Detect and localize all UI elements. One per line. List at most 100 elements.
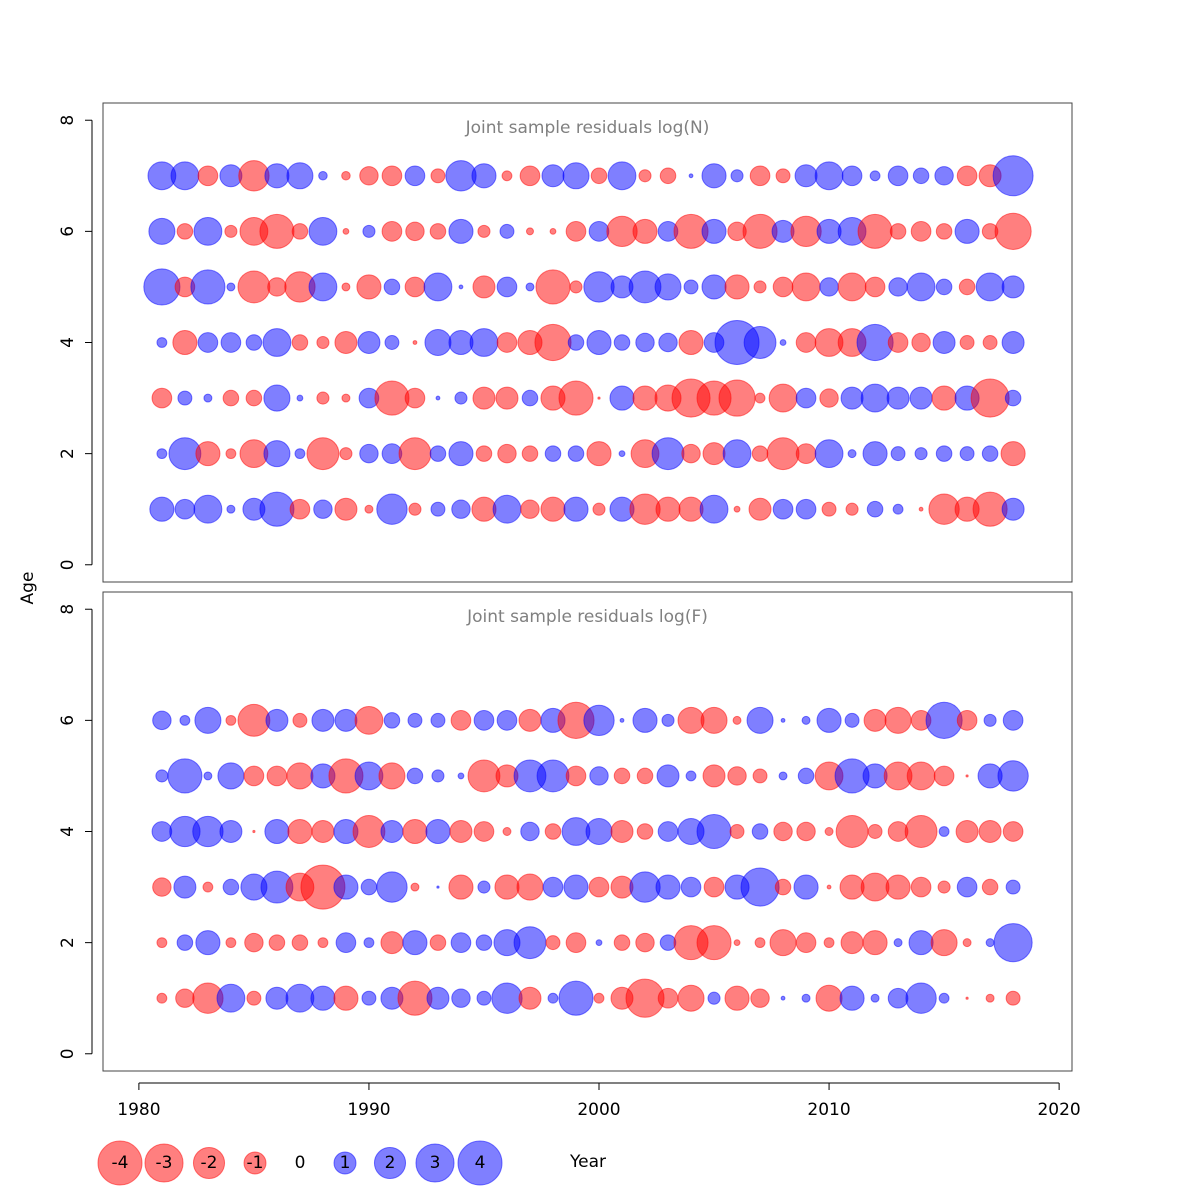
bubble bbox=[1001, 497, 1025, 521]
bubble bbox=[174, 498, 196, 520]
bubble bbox=[544, 823, 562, 840]
bubble bbox=[733, 939, 741, 947]
bubble bbox=[384, 335, 400, 350]
bubble bbox=[618, 450, 626, 458]
bubble bbox=[823, 937, 835, 949]
bubble bbox=[638, 169, 652, 183]
bubble bbox=[333, 874, 359, 900]
bubble bbox=[494, 874, 520, 900]
bubble bbox=[359, 166, 379, 186]
bubble bbox=[893, 938, 903, 948]
bubble bbox=[841, 165, 863, 187]
bubble bbox=[471, 496, 497, 522]
bubble bbox=[1002, 710, 1024, 731]
bubble bbox=[334, 708, 358, 732]
bubble bbox=[285, 983, 315, 1013]
bubble bbox=[965, 996, 969, 1000]
legend-label: 1 bbox=[340, 1153, 351, 1173]
bubble bbox=[613, 334, 631, 351]
bubble bbox=[772, 276, 794, 298]
bubble bbox=[563, 496, 589, 522]
bubble bbox=[148, 217, 176, 245]
bubble bbox=[429, 445, 447, 462]
bubble bbox=[751, 823, 769, 840]
bubble bbox=[743, 326, 777, 359]
legend-bubble bbox=[415, 1143, 455, 1183]
bubble bbox=[383, 278, 401, 296]
bubble bbox=[856, 323, 894, 362]
bubble bbox=[978, 820, 1002, 843]
bubble bbox=[426, 986, 450, 1010]
bubble bbox=[816, 707, 842, 733]
bubble bbox=[860, 872, 890, 902]
bubble bbox=[224, 224, 238, 238]
bubble bbox=[938, 826, 950, 837]
bubble bbox=[176, 934, 194, 951]
bubble bbox=[265, 708, 289, 732]
bubble bbox=[361, 990, 377, 1006]
bubble bbox=[467, 759, 501, 793]
bubble bbox=[909, 386, 933, 410]
y-tick-label: 2 bbox=[58, 937, 78, 948]
x-tick-label: 2000 bbox=[577, 1100, 620, 1120]
bubble bbox=[407, 712, 423, 728]
bubble bbox=[193, 216, 223, 246]
bubble bbox=[701, 218, 727, 244]
bubble bbox=[683, 279, 699, 295]
bubble bbox=[311, 708, 335, 732]
y-tick-label: 4 bbox=[58, 337, 78, 348]
bubble bbox=[252, 829, 256, 834]
bubble bbox=[534, 323, 572, 362]
legend-label: 4 bbox=[475, 1153, 486, 1173]
bubble bbox=[906, 272, 936, 302]
bubble bbox=[457, 772, 465, 780]
bubble bbox=[815, 984, 843, 1012]
bubble bbox=[754, 937, 766, 949]
bubble bbox=[225, 714, 237, 726]
bubble bbox=[954, 218, 980, 244]
bubble bbox=[203, 393, 213, 403]
bubble bbox=[729, 824, 745, 839]
bubble bbox=[259, 213, 295, 249]
bubble bbox=[259, 491, 295, 527]
bubble bbox=[740, 867, 780, 907]
bubble bbox=[821, 501, 837, 517]
bubble bbox=[866, 500, 884, 518]
bubble bbox=[152, 710, 172, 731]
bubble bbox=[958, 278, 976, 296]
bubble bbox=[870, 993, 880, 1003]
bubble bbox=[179, 714, 191, 726]
bubble bbox=[635, 932, 655, 953]
bubble bbox=[938, 992, 950, 1004]
bubble bbox=[677, 984, 705, 1012]
bubble bbox=[352, 815, 386, 848]
bubble bbox=[724, 274, 750, 300]
bubble bbox=[342, 227, 350, 235]
bubble bbox=[910, 221, 932, 242]
bubble bbox=[888, 277, 908, 297]
bubble bbox=[429, 934, 447, 951]
bubble bbox=[339, 447, 353, 461]
bubble bbox=[406, 767, 424, 785]
bubble bbox=[965, 774, 969, 778]
bubble bbox=[558, 980, 594, 1016]
bubble bbox=[219, 820, 243, 843]
bubble bbox=[589, 766, 609, 786]
y-tick-label: 6 bbox=[58, 226, 78, 237]
bubble bbox=[243, 765, 265, 787]
bubble bbox=[477, 880, 491, 894]
bubble bbox=[436, 885, 440, 889]
bubble bbox=[931, 385, 957, 411]
bubble bbox=[216, 983, 246, 1013]
bubble bbox=[981, 445, 999, 462]
legend-label: -2 bbox=[201, 1153, 218, 1173]
bubble bbox=[471, 163, 497, 189]
bubble bbox=[886, 386, 910, 410]
x-tick-label: 2010 bbox=[807, 1100, 850, 1120]
bubble bbox=[448, 874, 474, 900]
bubble bbox=[263, 384, 291, 412]
bubble bbox=[313, 499, 333, 519]
legend-bubble bbox=[373, 1146, 407, 1180]
bubble bbox=[801, 993, 811, 1003]
bubble bbox=[263, 440, 291, 468]
